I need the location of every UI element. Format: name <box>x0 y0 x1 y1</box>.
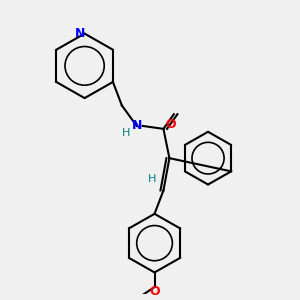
Text: H: H <box>122 128 130 138</box>
Text: N: N <box>131 119 142 132</box>
Text: N: N <box>75 27 85 40</box>
Text: H: H <box>147 174 156 184</box>
Text: O: O <box>149 285 160 298</box>
Text: O: O <box>166 118 176 131</box>
